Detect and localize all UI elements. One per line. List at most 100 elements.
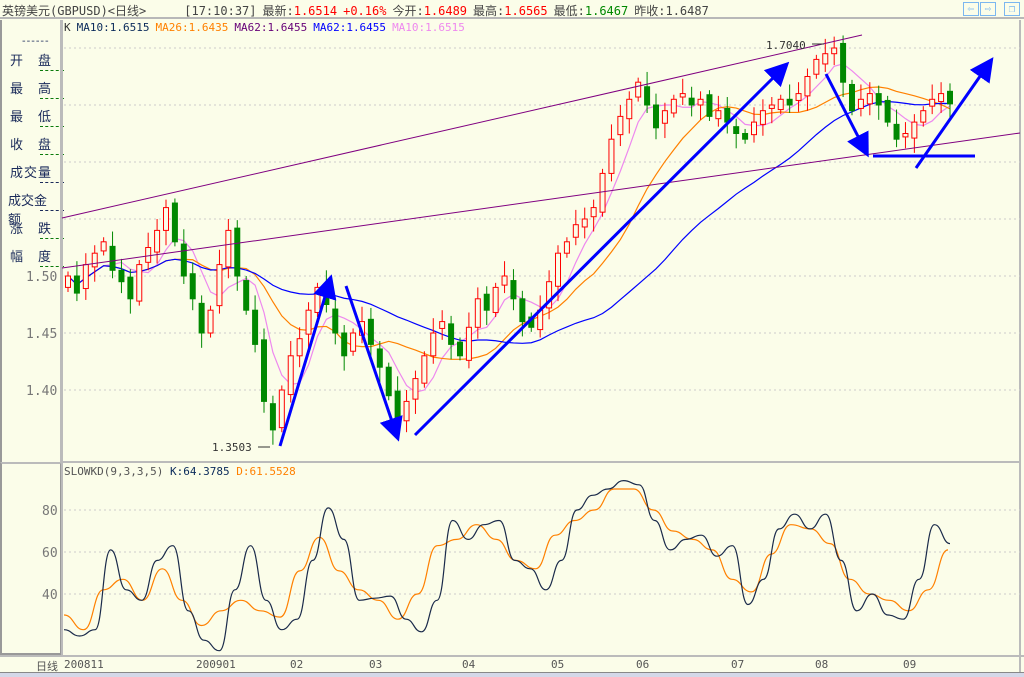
candle [278,385,285,433]
channel-upper-line [61,34,863,219]
candle [563,237,570,258]
candle [82,253,89,300]
candle [118,258,125,294]
candle [136,260,143,306]
candle [706,90,713,121]
kd-name: SLOWKD(9,3,3,5) [64,465,164,478]
candle [875,85,882,120]
candle [670,94,677,118]
window-restore-icon[interactable]: ❐ [1004,2,1020,16]
candle [644,71,651,113]
candle [296,327,303,368]
ma-legend-item: MA26:1.6435 [155,21,229,34]
candle [581,207,588,239]
low-label: 最低: [553,4,585,18]
date-tick: 09 [903,658,917,671]
date-tick: 05 [551,658,565,671]
candle [198,295,205,348]
candle [537,295,544,338]
candle [385,362,392,401]
kd-tick: 60 [42,546,58,561]
candle [65,271,71,292]
candle [653,93,659,140]
candle [216,249,223,314]
candle [492,282,499,318]
kd-k-value: K:64.3785 [169,465,230,478]
candle [947,83,953,119]
candle [902,122,909,149]
ma-legend-item: MA62:1.6455 [234,21,308,34]
candle [305,302,312,349]
price-tick: 1.40 [26,384,57,399]
candle [697,91,704,120]
candle [688,86,695,117]
title-bar: 英镑美元(GBPUSD)<日线> [17:10:37] 最新: 1.6514 +… [0,0,1024,19]
price-tick: 1.50 [26,270,57,285]
kd-k-line [63,479,951,652]
candle [849,79,855,116]
candle [109,231,116,279]
candle [742,128,749,144]
panel-dash: ------ [22,36,50,47]
low-price-mark: 1.3503 [212,441,252,454]
candle [715,95,722,127]
candle [929,84,936,115]
candle [813,54,820,79]
candle [679,78,686,105]
open-label: 今开: [392,4,424,18]
candle [617,105,624,147]
candle [590,199,597,232]
candle [626,91,633,134]
candle [751,107,757,143]
date-tick: 200811 [64,658,104,671]
label-volume: 成交量 [10,166,53,181]
date-tick: 03 [369,658,383,671]
trend-arrow-up-1 [278,274,337,447]
label-amplitude: 幅 度 [10,250,53,265]
latest-label: 最新: [262,4,294,18]
label-low: 最 低 [10,110,53,125]
quote-time: [17:10:37] [184,4,257,18]
candle [768,97,775,124]
candle [252,295,259,353]
price-tick: 1.45 [26,327,57,342]
date-tick: 200901 [196,658,236,671]
candle [804,68,811,111]
candle [350,328,357,356]
date-tick: 07 [731,658,745,671]
candle [394,376,401,427]
ma10-line [67,63,951,393]
candle [759,99,766,136]
kd-d-value: D:61.5528 [236,465,296,478]
candle [795,82,802,112]
trend-arrow-down-1 [344,285,403,442]
candle [180,229,187,284]
kd-tick: 80 [42,504,58,519]
candle [207,305,214,338]
candle [920,106,927,127]
candle [430,318,437,364]
label-change: 涨 跌 [10,222,53,237]
candle [884,95,891,127]
candle [572,209,579,246]
candle [483,286,490,326]
quote-strip: 英镑美元(GBPUSD)<日线> [17:10:37] 最新: 1.6514 +… [2,2,709,19]
status-bar [0,672,1024,677]
candle [154,219,161,264]
candle [367,307,374,356]
ma-legend-item: MA62:1.6455 [313,21,387,34]
candle [938,82,945,113]
candle [145,232,152,271]
candle [608,124,615,182]
channel-lower-line [61,132,1021,269]
trend-channel [61,34,1021,269]
arrow-left-icon[interactable]: ⇦ [962,2,979,16]
candle [546,270,553,320]
candle [724,97,731,134]
latest-value: 1.6514 [293,4,338,18]
arrow-right-icon[interactable]: ⇨ [979,2,996,16]
trend-arrow-down-2 [824,73,869,158]
period-label: 日线 [36,660,58,673]
candle [243,276,250,315]
